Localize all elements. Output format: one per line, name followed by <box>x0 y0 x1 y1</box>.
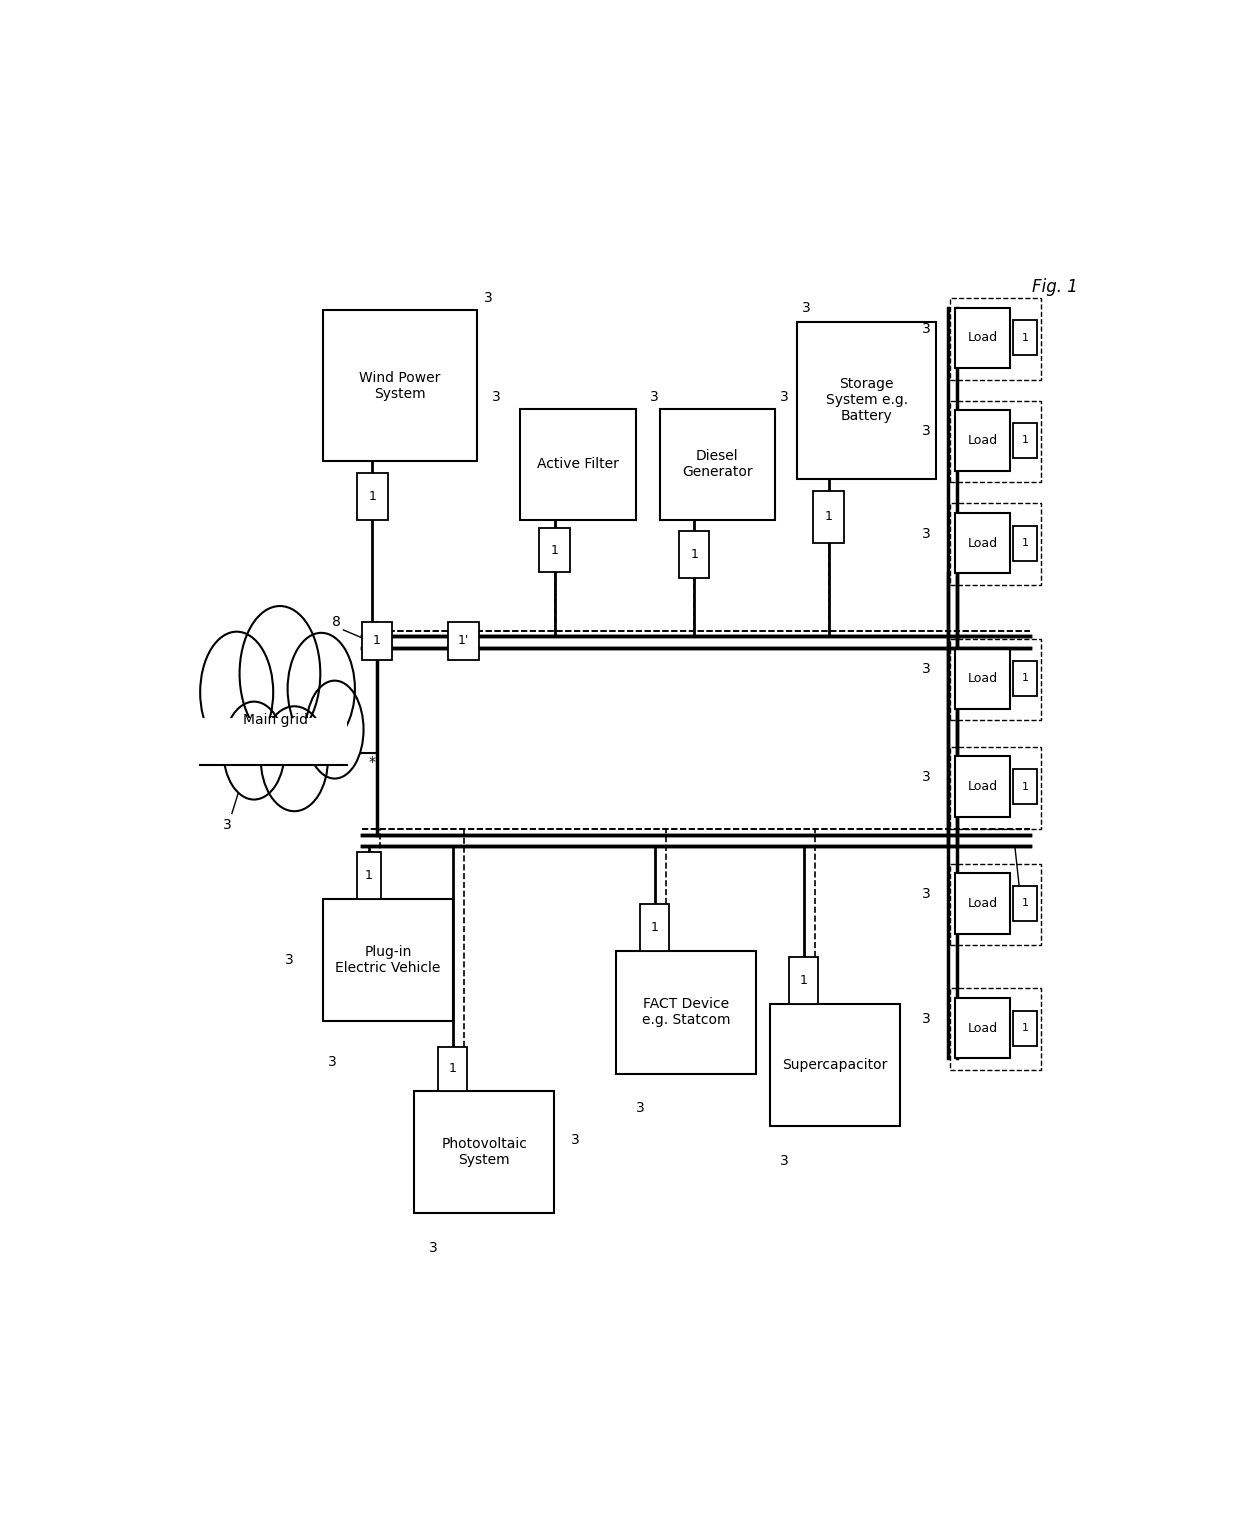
FancyBboxPatch shape <box>1013 886 1037 921</box>
Text: *: * <box>368 755 376 769</box>
FancyBboxPatch shape <box>770 1004 900 1126</box>
Text: Active Filter: Active Filter <box>537 457 619 471</box>
Text: Wind Power
System: Wind Power System <box>360 371 440 401</box>
FancyBboxPatch shape <box>616 951 755 1073</box>
Text: Load: Load <box>967 672 997 684</box>
Text: 3: 3 <box>329 1055 337 1069</box>
Text: 3: 3 <box>802 301 811 315</box>
FancyBboxPatch shape <box>813 491 844 544</box>
Ellipse shape <box>288 633 355 745</box>
FancyBboxPatch shape <box>955 874 1011 934</box>
FancyBboxPatch shape <box>198 718 347 765</box>
Text: Main grid: Main grid <box>243 713 308 727</box>
FancyBboxPatch shape <box>1013 660 1037 696</box>
Text: 1: 1 <box>1022 674 1029 683</box>
FancyBboxPatch shape <box>789 957 818 1004</box>
Text: Storage
System e.g.
Battery: Storage System e.g. Battery <box>826 377 908 424</box>
FancyBboxPatch shape <box>1013 1010 1037 1046</box>
Text: 3: 3 <box>780 391 789 404</box>
Text: 3: 3 <box>492 391 501 404</box>
Text: Photovoltaic
System: Photovoltaic System <box>441 1137 527 1167</box>
Text: 1: 1 <box>551 544 559 557</box>
Text: 3: 3 <box>923 771 931 784</box>
Text: 3: 3 <box>923 527 931 540</box>
FancyBboxPatch shape <box>324 310 477 462</box>
Text: 3: 3 <box>223 818 232 833</box>
Text: 8: 8 <box>332 615 341 628</box>
Text: 3: 3 <box>285 952 294 967</box>
Text: 3: 3 <box>780 1154 789 1167</box>
FancyBboxPatch shape <box>414 1092 554 1213</box>
Ellipse shape <box>239 606 320 742</box>
Text: Supercapacitor: Supercapacitor <box>782 1058 888 1072</box>
FancyBboxPatch shape <box>362 622 392 660</box>
Text: 1: 1 <box>691 548 698 562</box>
FancyBboxPatch shape <box>324 899 453 1020</box>
Text: 3: 3 <box>650 391 660 404</box>
Ellipse shape <box>260 706 327 812</box>
Text: 3: 3 <box>484 291 492 306</box>
Text: 1: 1 <box>1022 436 1029 445</box>
Text: Diesel
Generator: Diesel Generator <box>682 450 753 480</box>
Text: Load: Load <box>967 332 997 344</box>
Text: 1: 1 <box>1022 1023 1029 1033</box>
FancyBboxPatch shape <box>539 528 570 572</box>
FancyBboxPatch shape <box>955 757 1011 818</box>
FancyBboxPatch shape <box>1013 769 1037 804</box>
Text: 1: 1 <box>1022 898 1029 908</box>
Text: Load: Load <box>967 780 997 793</box>
Text: Plug-in
Electric Vehicle: Plug-in Electric Vehicle <box>335 945 440 975</box>
FancyBboxPatch shape <box>955 648 1011 709</box>
FancyBboxPatch shape <box>1013 422 1037 457</box>
Text: 1: 1 <box>1022 537 1029 548</box>
FancyBboxPatch shape <box>1013 321 1037 356</box>
FancyBboxPatch shape <box>678 531 709 578</box>
Text: FACT Device
e.g. Statcom: FACT Device e.g. Statcom <box>642 998 730 1028</box>
Text: Fig. 1: Fig. 1 <box>1032 277 1078 295</box>
Text: 3: 3 <box>923 424 931 438</box>
FancyBboxPatch shape <box>955 513 1011 574</box>
Text: 1: 1 <box>651 922 658 934</box>
Text: 3: 3 <box>923 662 931 675</box>
Text: 3: 3 <box>429 1241 438 1255</box>
FancyBboxPatch shape <box>357 472 388 519</box>
Text: Load: Load <box>967 896 997 910</box>
Text: Load: Load <box>967 1022 997 1034</box>
Text: 1: 1 <box>365 869 373 881</box>
FancyBboxPatch shape <box>640 904 670 951</box>
Ellipse shape <box>223 701 285 799</box>
Text: 11: 11 <box>1011 899 1028 913</box>
Text: 3: 3 <box>636 1102 645 1116</box>
Text: 1: 1 <box>1022 781 1029 792</box>
Ellipse shape <box>200 631 273 752</box>
Text: 3: 3 <box>923 887 931 901</box>
Text: 1: 1 <box>800 974 807 987</box>
FancyBboxPatch shape <box>797 321 936 478</box>
FancyBboxPatch shape <box>955 410 1011 471</box>
Text: 3: 3 <box>570 1132 579 1148</box>
Text: Load: Load <box>967 536 997 550</box>
Text: Load: Load <box>967 435 997 447</box>
Text: 3: 3 <box>923 321 931 336</box>
FancyBboxPatch shape <box>521 409 635 519</box>
Text: 1': 1' <box>458 634 469 648</box>
FancyBboxPatch shape <box>448 622 479 660</box>
FancyBboxPatch shape <box>955 998 1011 1058</box>
Text: 1: 1 <box>449 1063 456 1075</box>
Text: 1: 1 <box>368 491 376 503</box>
FancyBboxPatch shape <box>955 307 1011 368</box>
FancyBboxPatch shape <box>439 1046 467 1092</box>
FancyBboxPatch shape <box>1013 525 1037 560</box>
FancyBboxPatch shape <box>357 852 381 899</box>
Text: 3: 3 <box>923 1011 931 1025</box>
Ellipse shape <box>306 681 363 778</box>
FancyBboxPatch shape <box>660 409 775 519</box>
Text: 1: 1 <box>373 634 381 648</box>
Text: 1: 1 <box>1022 333 1029 342</box>
Text: 1: 1 <box>825 510 832 524</box>
